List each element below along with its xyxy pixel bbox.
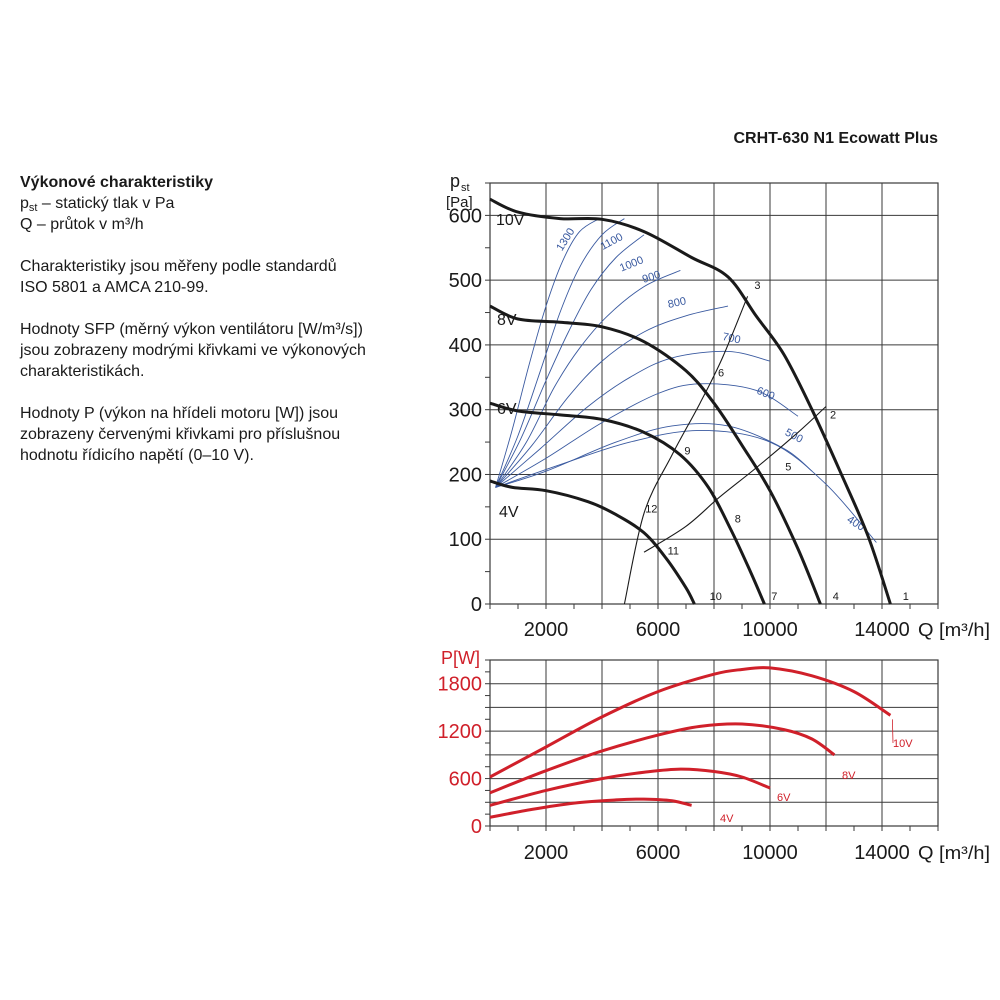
sfp-curve: [495, 269, 681, 488]
power-x-tick-label: 2000: [524, 842, 569, 864]
chart-title: CRHT-630 N1 Ecowatt Plus: [733, 130, 939, 147]
x-tick-label: 2000: [524, 619, 569, 641]
series-label-8v: 8V: [497, 312, 517, 329]
point-label: 3: [754, 280, 760, 292]
sfp-line-3: charakteristikách.: [20, 363, 145, 380]
point-label: 10: [710, 591, 722, 603]
sfp-curve: [495, 305, 729, 488]
series-label-4v: 4V: [499, 504, 519, 521]
y-tick-label: 0: [471, 594, 482, 616]
power-x-tick-label: 14000: [854, 842, 910, 864]
point-label: 4: [833, 591, 839, 603]
pst-symbol: p: [20, 195, 29, 212]
power-label-leader: [892, 719, 894, 744]
y-tick-label: 300: [449, 400, 482, 422]
x-tick-label: 14000: [854, 619, 910, 641]
power-y-tick-label: 1800: [438, 674, 483, 696]
power-line-2: zobrazeny červenými křivkami pro přísluš…: [20, 426, 341, 443]
power-series-label-8v: 8V: [842, 770, 856, 782]
sfp-label: 900: [641, 269, 662, 286]
series-label-10v: 10V: [496, 212, 525, 229]
x-axis-label: Q [m³/h]: [918, 620, 990, 640]
fan-curve-4v: [489, 479, 696, 605]
sfp-line-1: Hodnoty SFP (měrný výkon ventilátoru [W/…: [20, 321, 363, 338]
point-label: 7: [771, 591, 777, 603]
x-tick-label: 10000: [742, 619, 798, 641]
power-series-label-6v: 6V: [777, 792, 791, 804]
series-label-6v: 6V: [497, 401, 517, 418]
power-curve-8v: [489, 722, 836, 795]
point-label: 6: [718, 368, 724, 380]
x-tick-label: 6000: [636, 619, 681, 641]
y-tick-label: 600: [449, 205, 482, 227]
point-label: 8: [735, 513, 741, 525]
sfp-curve: [495, 234, 645, 488]
pst-subscript: st: [28, 202, 38, 214]
y-tick-label: 200: [449, 464, 482, 486]
point-label: 5: [785, 461, 791, 473]
power-series-label-4v: 4V: [720, 813, 734, 825]
sfp-line-2: jsou zobrazeny modrými křivkami ve výkon…: [20, 342, 366, 359]
y-axis-unit: [Pa]: [446, 194, 473, 211]
power-x-tick-label: 6000: [636, 842, 681, 864]
point-label: 9: [684, 445, 690, 457]
sfp-curve: [495, 429, 877, 543]
pst-text: – statický tlak v Pa: [37, 195, 175, 212]
fan-curve-10v: [489, 197, 892, 605]
sfp-curve: [495, 423, 813, 488]
power-curve-10v: [489, 666, 892, 779]
power-line-1: Hodnoty P (výkon na hřídeli motoru [W]) …: [20, 405, 339, 422]
fan-curve-8v: [489, 304, 822, 605]
power-line-3: hodnotu řídicího napětí (0–10 V).: [20, 447, 254, 464]
standards-line-2: ISO 5801 a AMCA 210-99.: [20, 279, 209, 296]
sfp-curve: [495, 218, 625, 488]
description-heading: Výkonové charakteristiky: [20, 174, 213, 191]
description-line-pst: pst – statický tlak v Pa: [20, 193, 420, 214]
power-y-tick-label: 600: [449, 769, 482, 791]
power-y-tick-label: 0: [471, 816, 482, 838]
point-label: 1: [903, 591, 909, 603]
point-label: 2: [830, 410, 836, 422]
description-text: Výkonové charakteristiky pst – statický …: [20, 172, 420, 487]
power-x-tick-label: 10000: [742, 842, 798, 864]
sfp-label: 1000: [618, 254, 645, 274]
sfp-label: 600: [755, 385, 777, 403]
point-label: 11: [668, 546, 679, 558]
standards-line-1: Charakteristiky jsou měřeny podle standa…: [20, 258, 337, 275]
power-curve-4v: [489, 797, 692, 819]
point-label: 12: [645, 504, 657, 516]
sfp-label: 800: [667, 295, 687, 311]
power-y-axis-label: P[W]: [441, 648, 480, 668]
y-tick-label: 100: [449, 529, 482, 551]
y-tick-label: 500: [449, 270, 482, 292]
sfp-curve: [495, 218, 600, 488]
y-axis-label-subscript: st: [461, 182, 470, 194]
power-curve-6v: [489, 767, 771, 807]
fan-curve-6v: [489, 401, 766, 605]
operating-line: [643, 406, 827, 553]
power-y-tick-label: 1200: [438, 721, 483, 743]
y-tick-label: 400: [449, 335, 482, 357]
sfp-curve: [495, 350, 771, 488]
description-line-q: Q – průtok v m³/h: [20, 216, 144, 233]
sfp-label: 700: [721, 331, 741, 347]
power-series-label-10v: 10V: [893, 738, 913, 750]
sfp-curve: [495, 383, 799, 488]
power-x-axis-label: Q [m³/h]: [918, 843, 990, 863]
y-axis-label: p: [450, 171, 460, 191]
